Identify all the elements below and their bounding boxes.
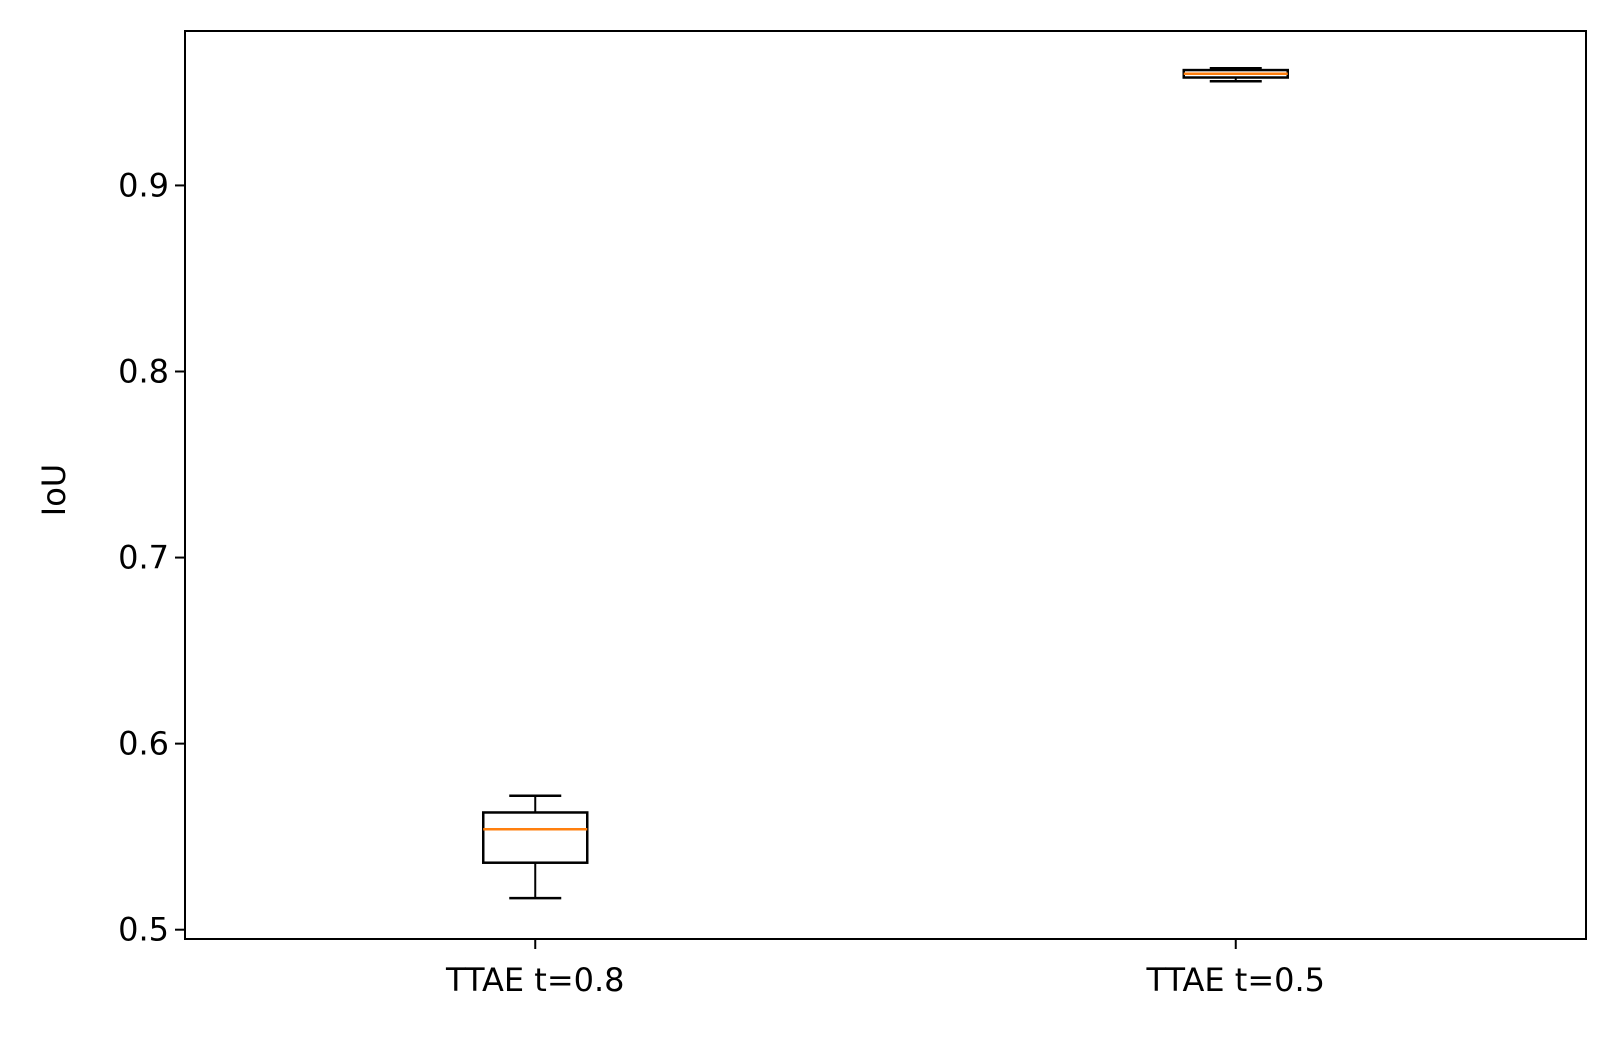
box-group: [482, 794, 589, 900]
y-tick-label: 0.9: [118, 166, 169, 204]
y-tick-label: 0.5: [118, 911, 169, 949]
y-tick-label: 0.8: [118, 353, 169, 391]
y-tick-label: 0.7: [118, 539, 169, 577]
axes: [184, 30, 1587, 940]
y-axis-ticks: 0.5 0.6 0.7 0.8 0.9: [118, 166, 185, 949]
x-tick-label: TTAE t=0.5: [1145, 961, 1325, 999]
plot-background: [185, 31, 1586, 939]
x-axis-ticks: TTAE t=0.8 TTAE t=0.5: [445, 939, 1325, 999]
y-axis-label: IoU: [35, 464, 73, 516]
plot-frame: [184, 30, 1587, 940]
iqr-box: [482, 811, 589, 864]
box-marks: [482, 66, 1289, 900]
box-group: [1182, 66, 1289, 83]
y-tick-label: 0.6: [118, 725, 169, 763]
x-tick-label: TTAE t=0.8: [445, 961, 625, 999]
